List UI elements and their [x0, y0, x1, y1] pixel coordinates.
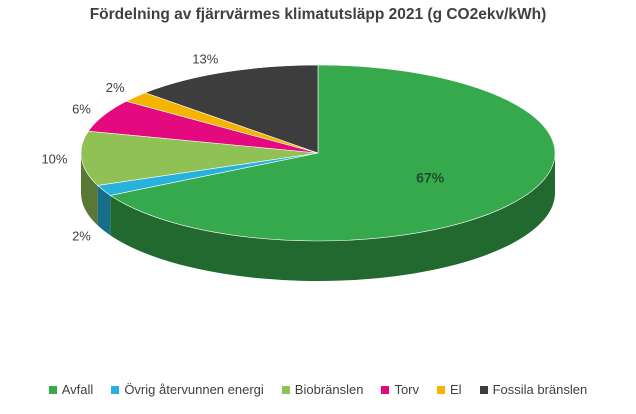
pie-slice-fossila-bränslen: [144, 64, 319, 154]
legend-item-torv: Torv: [381, 382, 419, 397]
legend-label: Biobränslen: [294, 382, 364, 397]
legend-swatch: [381, 385, 390, 394]
data-label-fossila-bränslen: 13%: [192, 51, 218, 66]
pie-side-övrig-återvunnen-energi: [97, 185, 111, 236]
pie-side-biobränslen: [81, 153, 98, 226]
legend-swatch: [281, 385, 290, 394]
pie-slice-biobränslen: [80, 130, 319, 186]
legend-item-biobränslen: Biobränslen: [281, 382, 364, 397]
data-label-torv: 6%: [72, 102, 91, 117]
data-label-övrig-återvunnen-energi: 2%: [72, 228, 91, 243]
legend-label: El: [450, 382, 462, 397]
chart-title: Fördelning av fjärrvärmes klimatutsläpp …: [89, 6, 547, 23]
pie-chart: 67% 2% 10% 6% 2% 13%: [41, 51, 556, 281]
pie-sides: [81, 153, 556, 281]
legend-item-el: El: [437, 382, 462, 397]
legend-item-fossila-bränslen: Fossila bränslen: [479, 382, 588, 397]
legend-swatch: [48, 385, 57, 394]
pie-slice-avfall: [109, 64, 556, 242]
legend-item-övrig-återvunnen-energi: Övrig återvunnen energi: [111, 382, 264, 397]
pie-side-avfall: [110, 153, 556, 281]
legend-swatch: [479, 385, 488, 394]
legend-item-avfall: Avfall: [48, 382, 94, 397]
pie-top: [80, 64, 556, 242]
pie-data-labels: 67% 2% 10% 6% 2% 13%: [41, 51, 444, 243]
legend-label: Fossila bränslen: [492, 382, 588, 397]
data-label-biobränslen: 10%: [41, 151, 67, 166]
legend-label: Avfall: [61, 382, 94, 397]
legend-label: Övrig återvunnen energi: [124, 382, 264, 397]
legend-label: Torv: [394, 382, 420, 397]
legend-swatch: [437, 385, 446, 394]
chart-legend: Avfall Övrig återvunnen energi Biobränslen…: [0, 382, 636, 397]
data-label-avfall: 67%: [416, 170, 445, 186]
data-label-el: 2%: [106, 80, 125, 95]
legend-swatch: [111, 385, 120, 394]
